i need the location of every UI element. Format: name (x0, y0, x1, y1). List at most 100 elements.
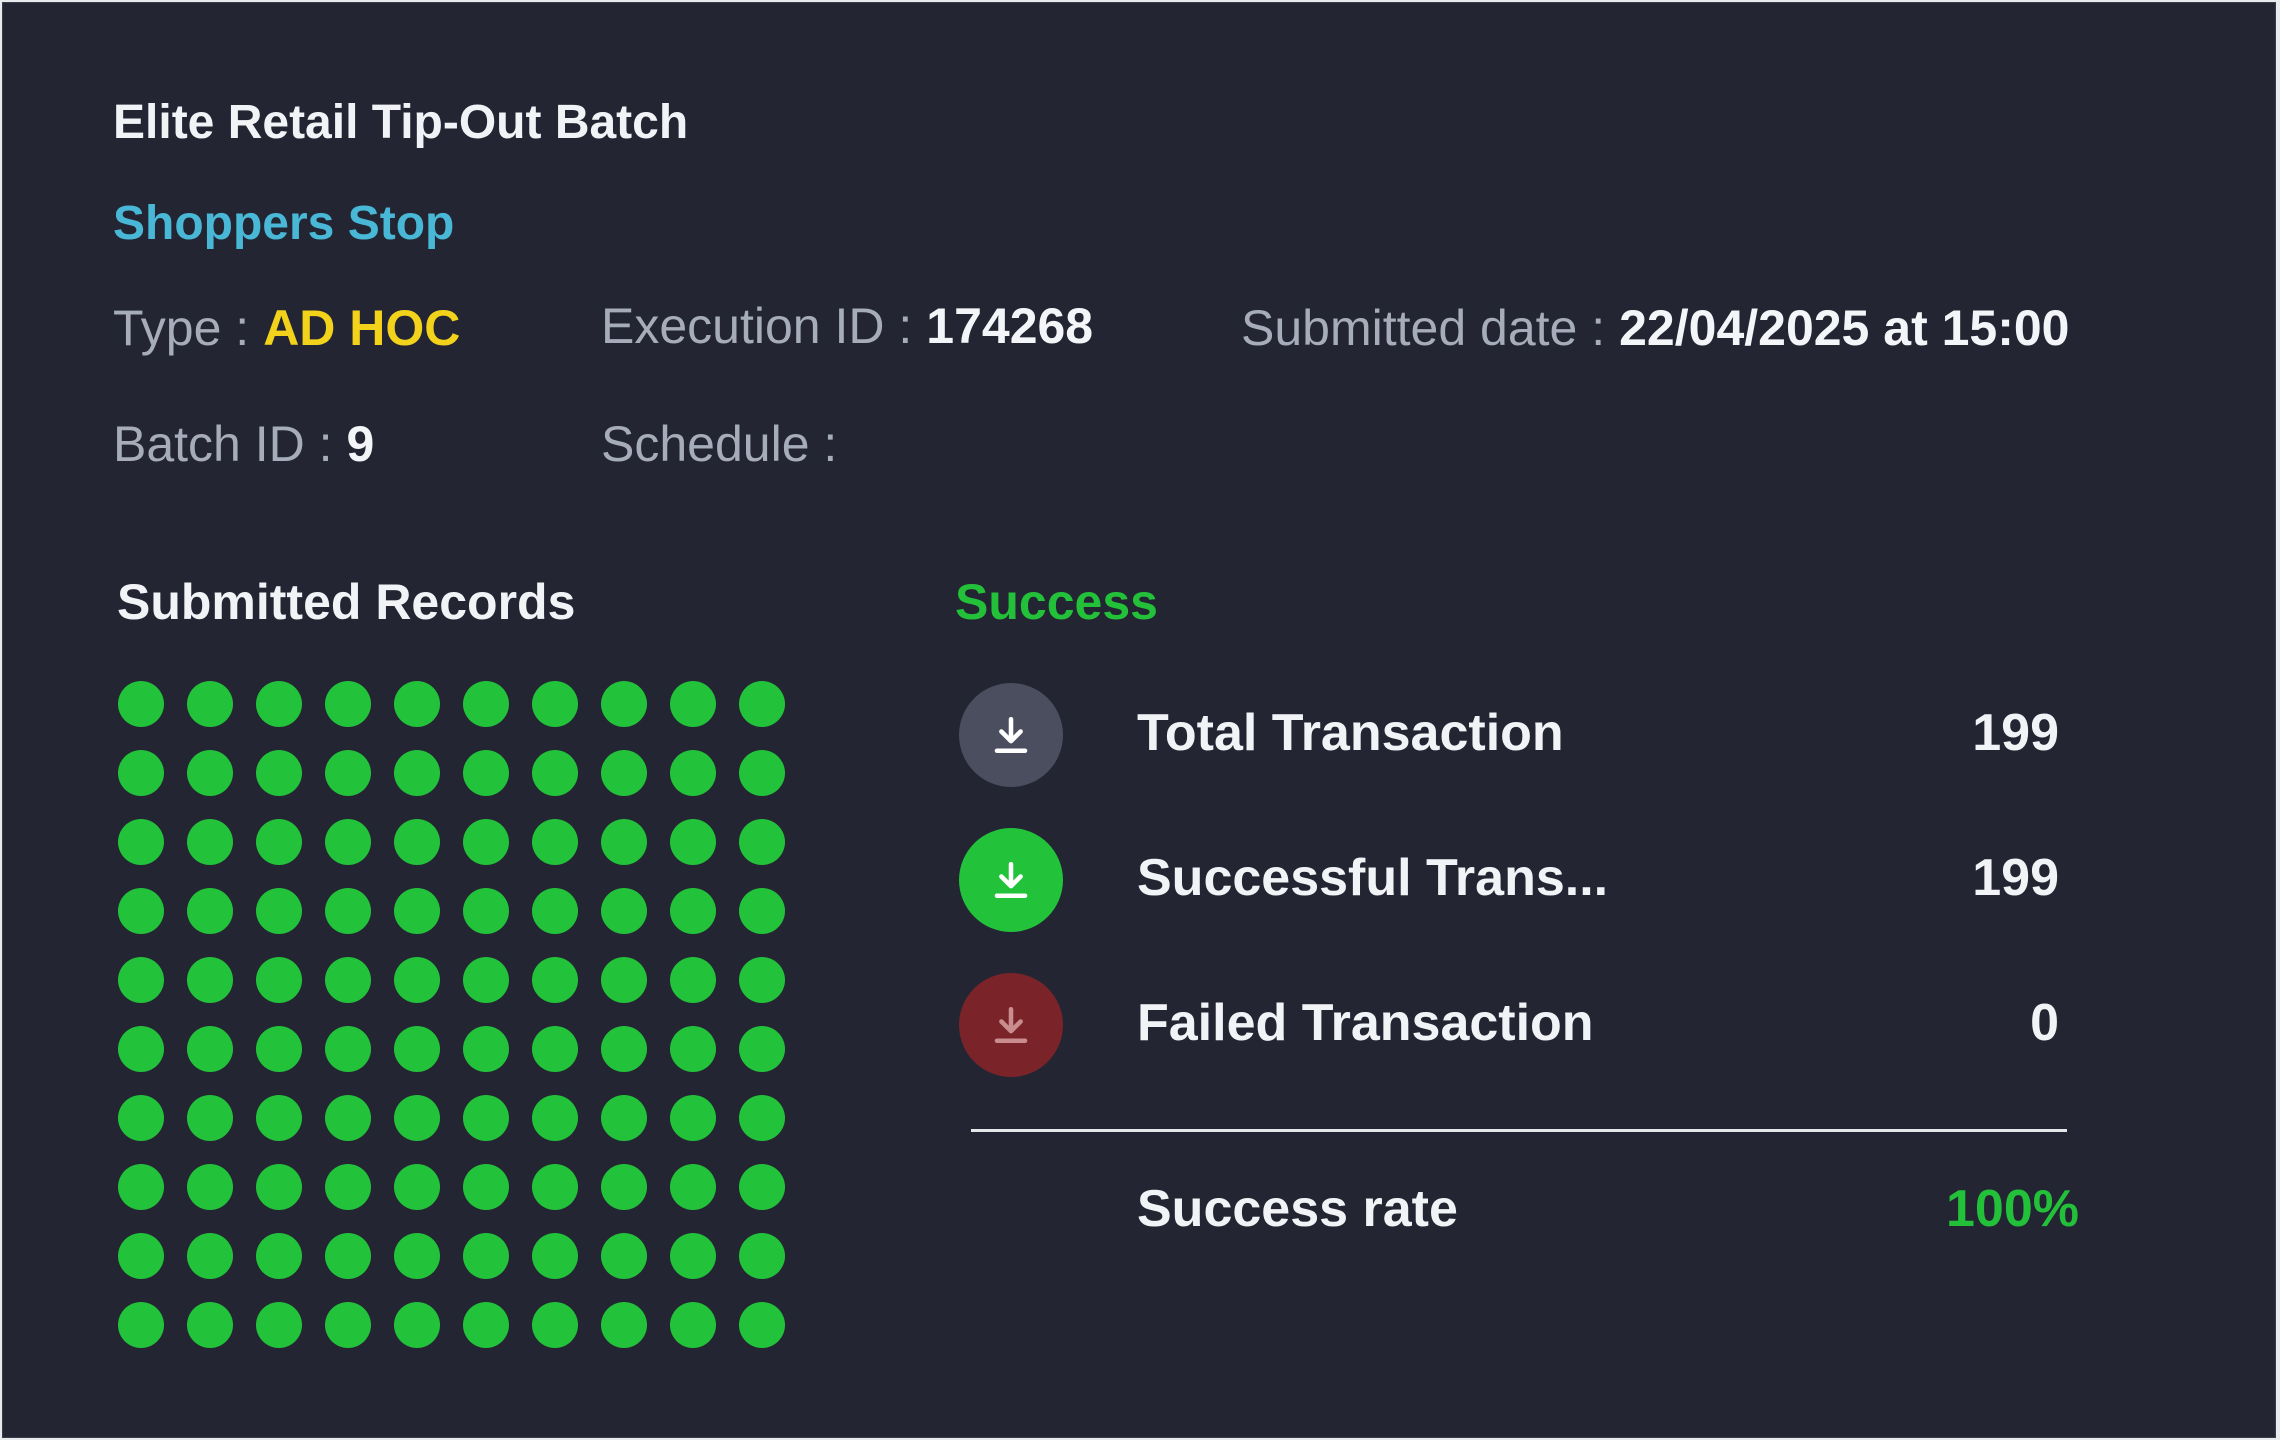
schedule-label: Schedule : (601, 416, 838, 472)
record-dot (463, 888, 509, 934)
record-dot (118, 888, 164, 934)
record-dot (739, 1026, 785, 1072)
execution-id-field: Execution ID :174268 (601, 297, 1093, 355)
submitted-date-value: 22/04/2025 at 15:00 (1619, 300, 2070, 356)
submitted-records-title: Submitted Records (117, 574, 576, 630)
failed-transaction-value: 0 (2030, 994, 2059, 1052)
record-dot (256, 819, 302, 865)
record-dot (601, 888, 647, 934)
record-dot (325, 681, 371, 727)
record-dot (325, 750, 371, 796)
record-dot (325, 819, 371, 865)
total-transaction-value: 199 (1972, 704, 2059, 762)
record-dot (739, 1302, 785, 1348)
record-dot (394, 1164, 440, 1210)
record-dot (463, 1233, 509, 1279)
submitted-date-field: Submitted date :22/04/2025 at 15:00 (1241, 299, 2070, 357)
record-dot (739, 1164, 785, 1210)
record-dot (325, 957, 371, 1003)
record-dot (670, 888, 716, 934)
record-dot (394, 957, 440, 1003)
total-transaction-row: Total Transaction 199 (959, 683, 2059, 787)
download-icon[interactable] (959, 973, 1063, 1077)
record-dot (670, 819, 716, 865)
record-dot (463, 819, 509, 865)
record-dot (325, 1164, 371, 1210)
merchant-name[interactable]: Shoppers Stop (113, 197, 455, 250)
download-icon[interactable] (959, 828, 1063, 932)
failed-transaction-label: Failed Transaction (1137, 994, 1594, 1052)
record-dot (394, 819, 440, 865)
record-dot (394, 1026, 440, 1072)
record-dot (394, 750, 440, 796)
record-dot (256, 888, 302, 934)
record-dot (118, 819, 164, 865)
record-dot (601, 1095, 647, 1141)
download-icon[interactable] (959, 683, 1063, 787)
type-value: AD HOC (263, 300, 461, 356)
record-dot (256, 1302, 302, 1348)
record-dot (670, 750, 716, 796)
record-dot (739, 819, 785, 865)
record-dot (256, 750, 302, 796)
record-dot (739, 888, 785, 934)
record-dot (463, 1164, 509, 1210)
record-dot (187, 1164, 233, 1210)
record-dot (670, 1302, 716, 1348)
record-dot (532, 957, 578, 1003)
record-dot (532, 888, 578, 934)
record-dot (463, 750, 509, 796)
record-dot (532, 1233, 578, 1279)
record-dot (256, 1233, 302, 1279)
record-dot (532, 1302, 578, 1348)
batch-status: Success (955, 574, 1158, 630)
record-dot (463, 1095, 509, 1141)
record-dot (325, 1302, 371, 1348)
record-dot (394, 888, 440, 934)
record-dot (256, 957, 302, 1003)
record-dot (670, 957, 716, 1003)
record-dot (532, 681, 578, 727)
record-dot (670, 1026, 716, 1072)
record-dot (463, 1026, 509, 1072)
record-dot (256, 1095, 302, 1141)
success-rate-label: Success rate (1137, 1180, 1458, 1238)
total-transaction-label: Total Transaction (1137, 704, 1564, 762)
record-dot (118, 681, 164, 727)
record-dot (739, 1095, 785, 1141)
successful-transaction-label: Successful Trans... (1137, 849, 1609, 907)
record-dot (601, 1233, 647, 1279)
batch-title: Elite Retail Tip-Out Batch (113, 96, 689, 149)
record-dot (601, 1302, 647, 1348)
record-dot (394, 681, 440, 727)
record-dot (187, 1026, 233, 1072)
record-dot (601, 957, 647, 1003)
batch-id-label: Batch ID : (113, 416, 333, 472)
record-dot (394, 1095, 440, 1141)
record-dot (118, 1026, 164, 1072)
record-dot (325, 1026, 371, 1072)
execution-id-label: Execution ID : (601, 298, 913, 354)
record-dot (187, 1302, 233, 1348)
record-dot (532, 1026, 578, 1072)
record-dot (256, 1026, 302, 1072)
success-rate-value: 100% (1946, 1180, 2079, 1238)
record-dot (601, 819, 647, 865)
record-dot (118, 1233, 164, 1279)
batch-id-value: 9 (346, 416, 375, 472)
type-label: Type : (113, 300, 250, 356)
execution-id-value: 174268 (926, 298, 1094, 354)
record-dot (739, 750, 785, 796)
record-dot (118, 957, 164, 1003)
record-dot (601, 681, 647, 727)
submitted-date-label: Submitted date : (1241, 300, 1606, 356)
record-dot (187, 888, 233, 934)
record-dot (187, 819, 233, 865)
record-dot (118, 1095, 164, 1141)
record-dot (463, 681, 509, 727)
record-dot (670, 1233, 716, 1279)
record-dot (394, 1233, 440, 1279)
successful-transaction-value: 199 (1972, 849, 2059, 907)
record-dot (532, 1164, 578, 1210)
